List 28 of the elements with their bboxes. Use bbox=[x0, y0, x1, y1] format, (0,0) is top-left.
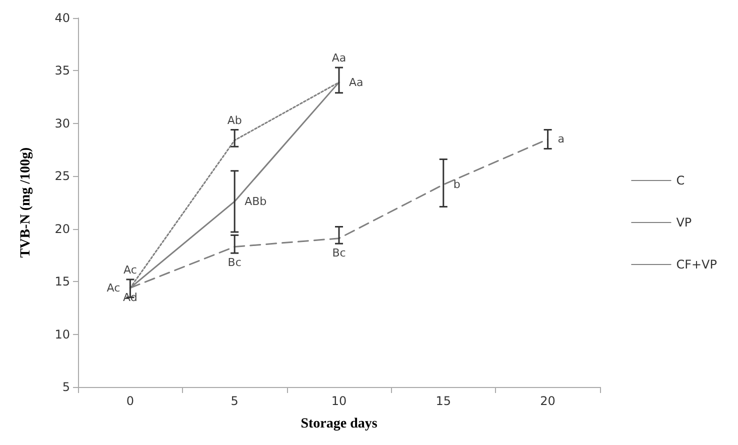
y-tick-label: 30 bbox=[54, 116, 70, 130]
y-tick-label: 20 bbox=[54, 222, 70, 236]
x-tick-label: 0 bbox=[126, 394, 134, 408]
data-label: Aa bbox=[349, 76, 364, 89]
x-tick-label: 20 bbox=[540, 394, 556, 408]
y-tick-label: 40 bbox=[54, 11, 70, 25]
y-tick-label: 10 bbox=[54, 327, 70, 342]
y-tick-label: 5 bbox=[62, 380, 70, 394]
data-label: Aa bbox=[332, 52, 346, 65]
data-label: ABb bbox=[244, 194, 267, 208]
x-axis-title: Storage days bbox=[300, 416, 378, 432]
data-label: Ac bbox=[106, 281, 120, 294]
x-tick-label: 15 bbox=[436, 394, 452, 408]
data-label: a bbox=[558, 132, 565, 146]
data-label: Bc bbox=[332, 246, 346, 260]
x-tick-label: 10 bbox=[331, 394, 347, 408]
legend-label: CF+VP bbox=[676, 258, 717, 272]
data-label: b bbox=[453, 178, 460, 192]
data-label: Bc bbox=[228, 256, 242, 270]
y-tick-label: 15 bbox=[54, 274, 70, 289]
x-tick-label: 5 bbox=[230, 394, 238, 408]
y-axis-title: TVB-N (mg /100g) bbox=[18, 146, 34, 258]
data-label: Ac bbox=[124, 263, 137, 276]
legend-label: VP bbox=[676, 216, 692, 230]
legend-label: C bbox=[676, 174, 685, 188]
y-tick-label: 25 bbox=[54, 169, 70, 184]
y-tick-label: 35 bbox=[54, 64, 70, 78]
data-label: Ab bbox=[227, 114, 242, 127]
